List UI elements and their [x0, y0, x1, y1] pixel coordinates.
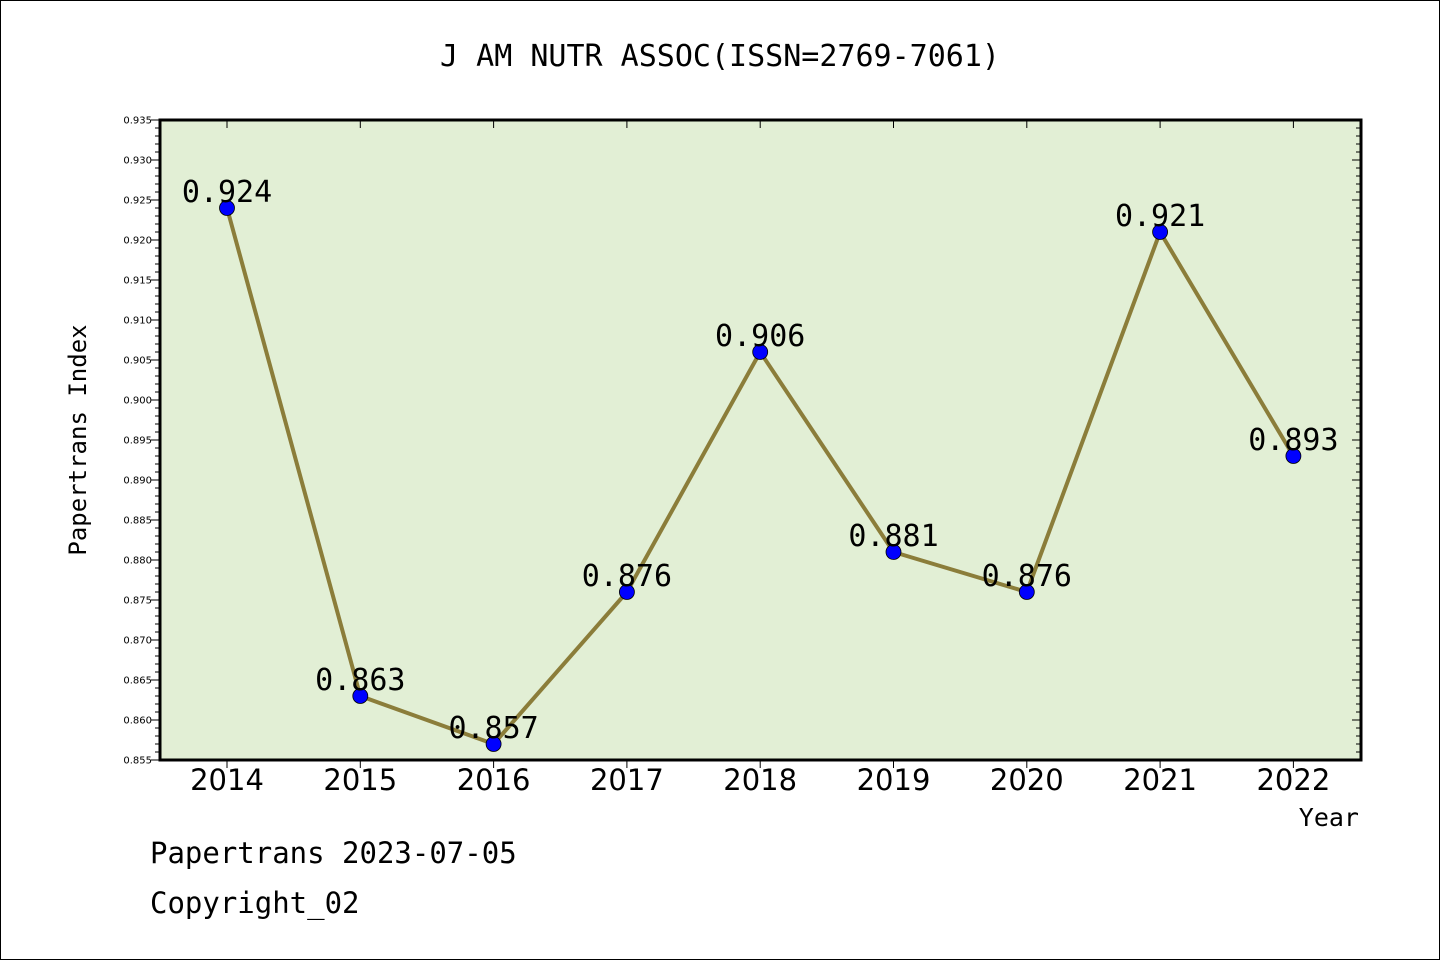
data-point: [219, 200, 235, 216]
x-tick-label: 2021: [1123, 763, 1197, 797]
x-tick-label: 2020: [990, 763, 1064, 797]
y-tick-label: 0.865: [123, 676, 152, 687]
y-tick-label: 0.900: [123, 396, 152, 407]
y-tick-label: 0.935: [123, 116, 152, 127]
data-point: [1018, 584, 1035, 600]
data-label: 0.863: [315, 663, 405, 698]
y-tick-label: 0.915: [123, 276, 152, 287]
y-tick-label: 0.875: [123, 596, 152, 607]
y-tick-label: 0.880: [123, 556, 152, 567]
footer-date-text: Papertrans 2023-07-05: [150, 836, 517, 870]
y-tick-label: 0.925: [123, 196, 152, 207]
data-label: 0.876: [982, 559, 1072, 594]
x-tick-label: 2019: [857, 763, 931, 797]
y-tick-label: 0.870: [123, 636, 152, 647]
x-tick-label: 2015: [323, 763, 397, 797]
y-tick-label: 0.920: [123, 236, 152, 247]
y-tick-label: 0.855: [123, 756, 152, 767]
data-point: [1285, 448, 1302, 464]
x-tick-label: 2022: [1256, 763, 1330, 797]
y-tick-label: 0.860: [123, 716, 152, 727]
x-tick-label: 2018: [723, 763, 797, 797]
footer-copyright-text: Copyright_02: [150, 886, 360, 920]
data-point: [352, 688, 369, 704]
y-tick-label: 0.890: [123, 476, 152, 487]
data-label: 0.857: [448, 711, 538, 746]
y-tick-label: 0.930: [123, 156, 152, 167]
x-tick-label: 2016: [457, 763, 531, 797]
data-label: 0.921: [1115, 199, 1205, 234]
chart-title: J AM NUTR ASSOC(ISSN=2769-7061): [440, 39, 1000, 74]
plot-border: [158, 118, 1363, 762]
data-point: [885, 544, 902, 560]
y-tick-label: 0.895: [123, 436, 152, 447]
data-label: 0.876: [582, 559, 672, 594]
x-tick-label: 2017: [590, 763, 664, 797]
data-label: 0.893: [1248, 423, 1338, 458]
x-tick-label: 2014: [190, 763, 264, 797]
data-point: [619, 584, 635, 600]
y-axis-label: Papertrans Index: [64, 324, 92, 555]
x-axis-label: Year: [1299, 803, 1359, 832]
data-label: 0.881: [848, 519, 938, 554]
y-tick-label: 0.910: [123, 316, 152, 327]
data-point: [485, 736, 502, 752]
y-tick-label: 0.885: [123, 516, 152, 527]
data-label: 0.906: [715, 319, 805, 354]
y-tick-label: 0.905: [123, 356, 152, 367]
data-point: [1152, 224, 1168, 240]
data-point: [752, 344, 769, 360]
data-label: 0.924: [182, 175, 272, 210]
